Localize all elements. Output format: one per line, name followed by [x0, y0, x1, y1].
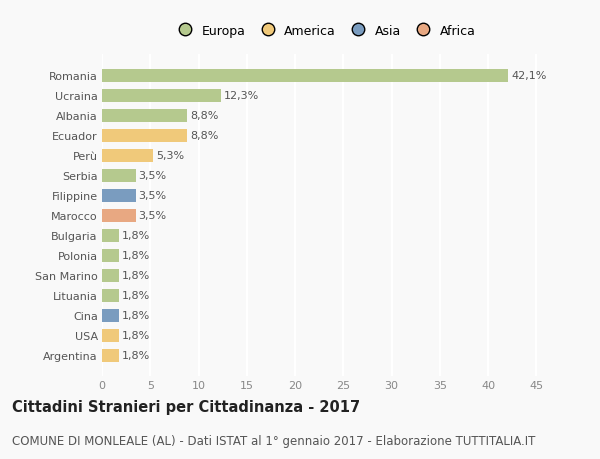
Text: 1,8%: 1,8% [122, 291, 151, 301]
Bar [102, 70, 508, 83]
Text: 1,8%: 1,8% [122, 231, 151, 241]
Text: 42,1%: 42,1% [511, 71, 547, 81]
Text: 3,5%: 3,5% [139, 171, 167, 181]
Text: 8,8%: 8,8% [190, 131, 218, 141]
Text: 3,5%: 3,5% [139, 191, 167, 201]
Bar [102, 189, 136, 202]
Bar [102, 329, 119, 342]
Bar [102, 249, 119, 262]
Text: 1,8%: 1,8% [122, 251, 151, 261]
Bar [102, 129, 187, 142]
Bar [102, 110, 187, 123]
Bar [102, 209, 136, 222]
Bar [102, 309, 119, 322]
Text: 1,8%: 1,8% [122, 270, 151, 280]
Text: 1,8%: 1,8% [122, 330, 151, 340]
Bar [102, 229, 119, 242]
Legend: Europa, America, Asia, Africa: Europa, America, Asia, Africa [167, 20, 481, 43]
Text: Cittadini Stranieri per Cittadinanza - 2017: Cittadini Stranieri per Cittadinanza - 2… [12, 399, 360, 414]
Bar [102, 289, 119, 302]
Bar [102, 349, 119, 362]
Text: 1,8%: 1,8% [122, 310, 151, 320]
Text: 8,8%: 8,8% [190, 111, 218, 121]
Bar [102, 169, 136, 182]
Text: COMUNE DI MONLEALE (AL) - Dati ISTAT al 1° gennaio 2017 - Elaborazione TUTTITALI: COMUNE DI MONLEALE (AL) - Dati ISTAT al … [12, 434, 535, 447]
Bar [102, 90, 221, 102]
Text: 5,3%: 5,3% [156, 151, 184, 161]
Text: 1,8%: 1,8% [122, 350, 151, 360]
Bar [102, 269, 119, 282]
Text: 3,5%: 3,5% [139, 211, 167, 221]
Text: 12,3%: 12,3% [224, 91, 259, 101]
Bar [102, 150, 153, 162]
